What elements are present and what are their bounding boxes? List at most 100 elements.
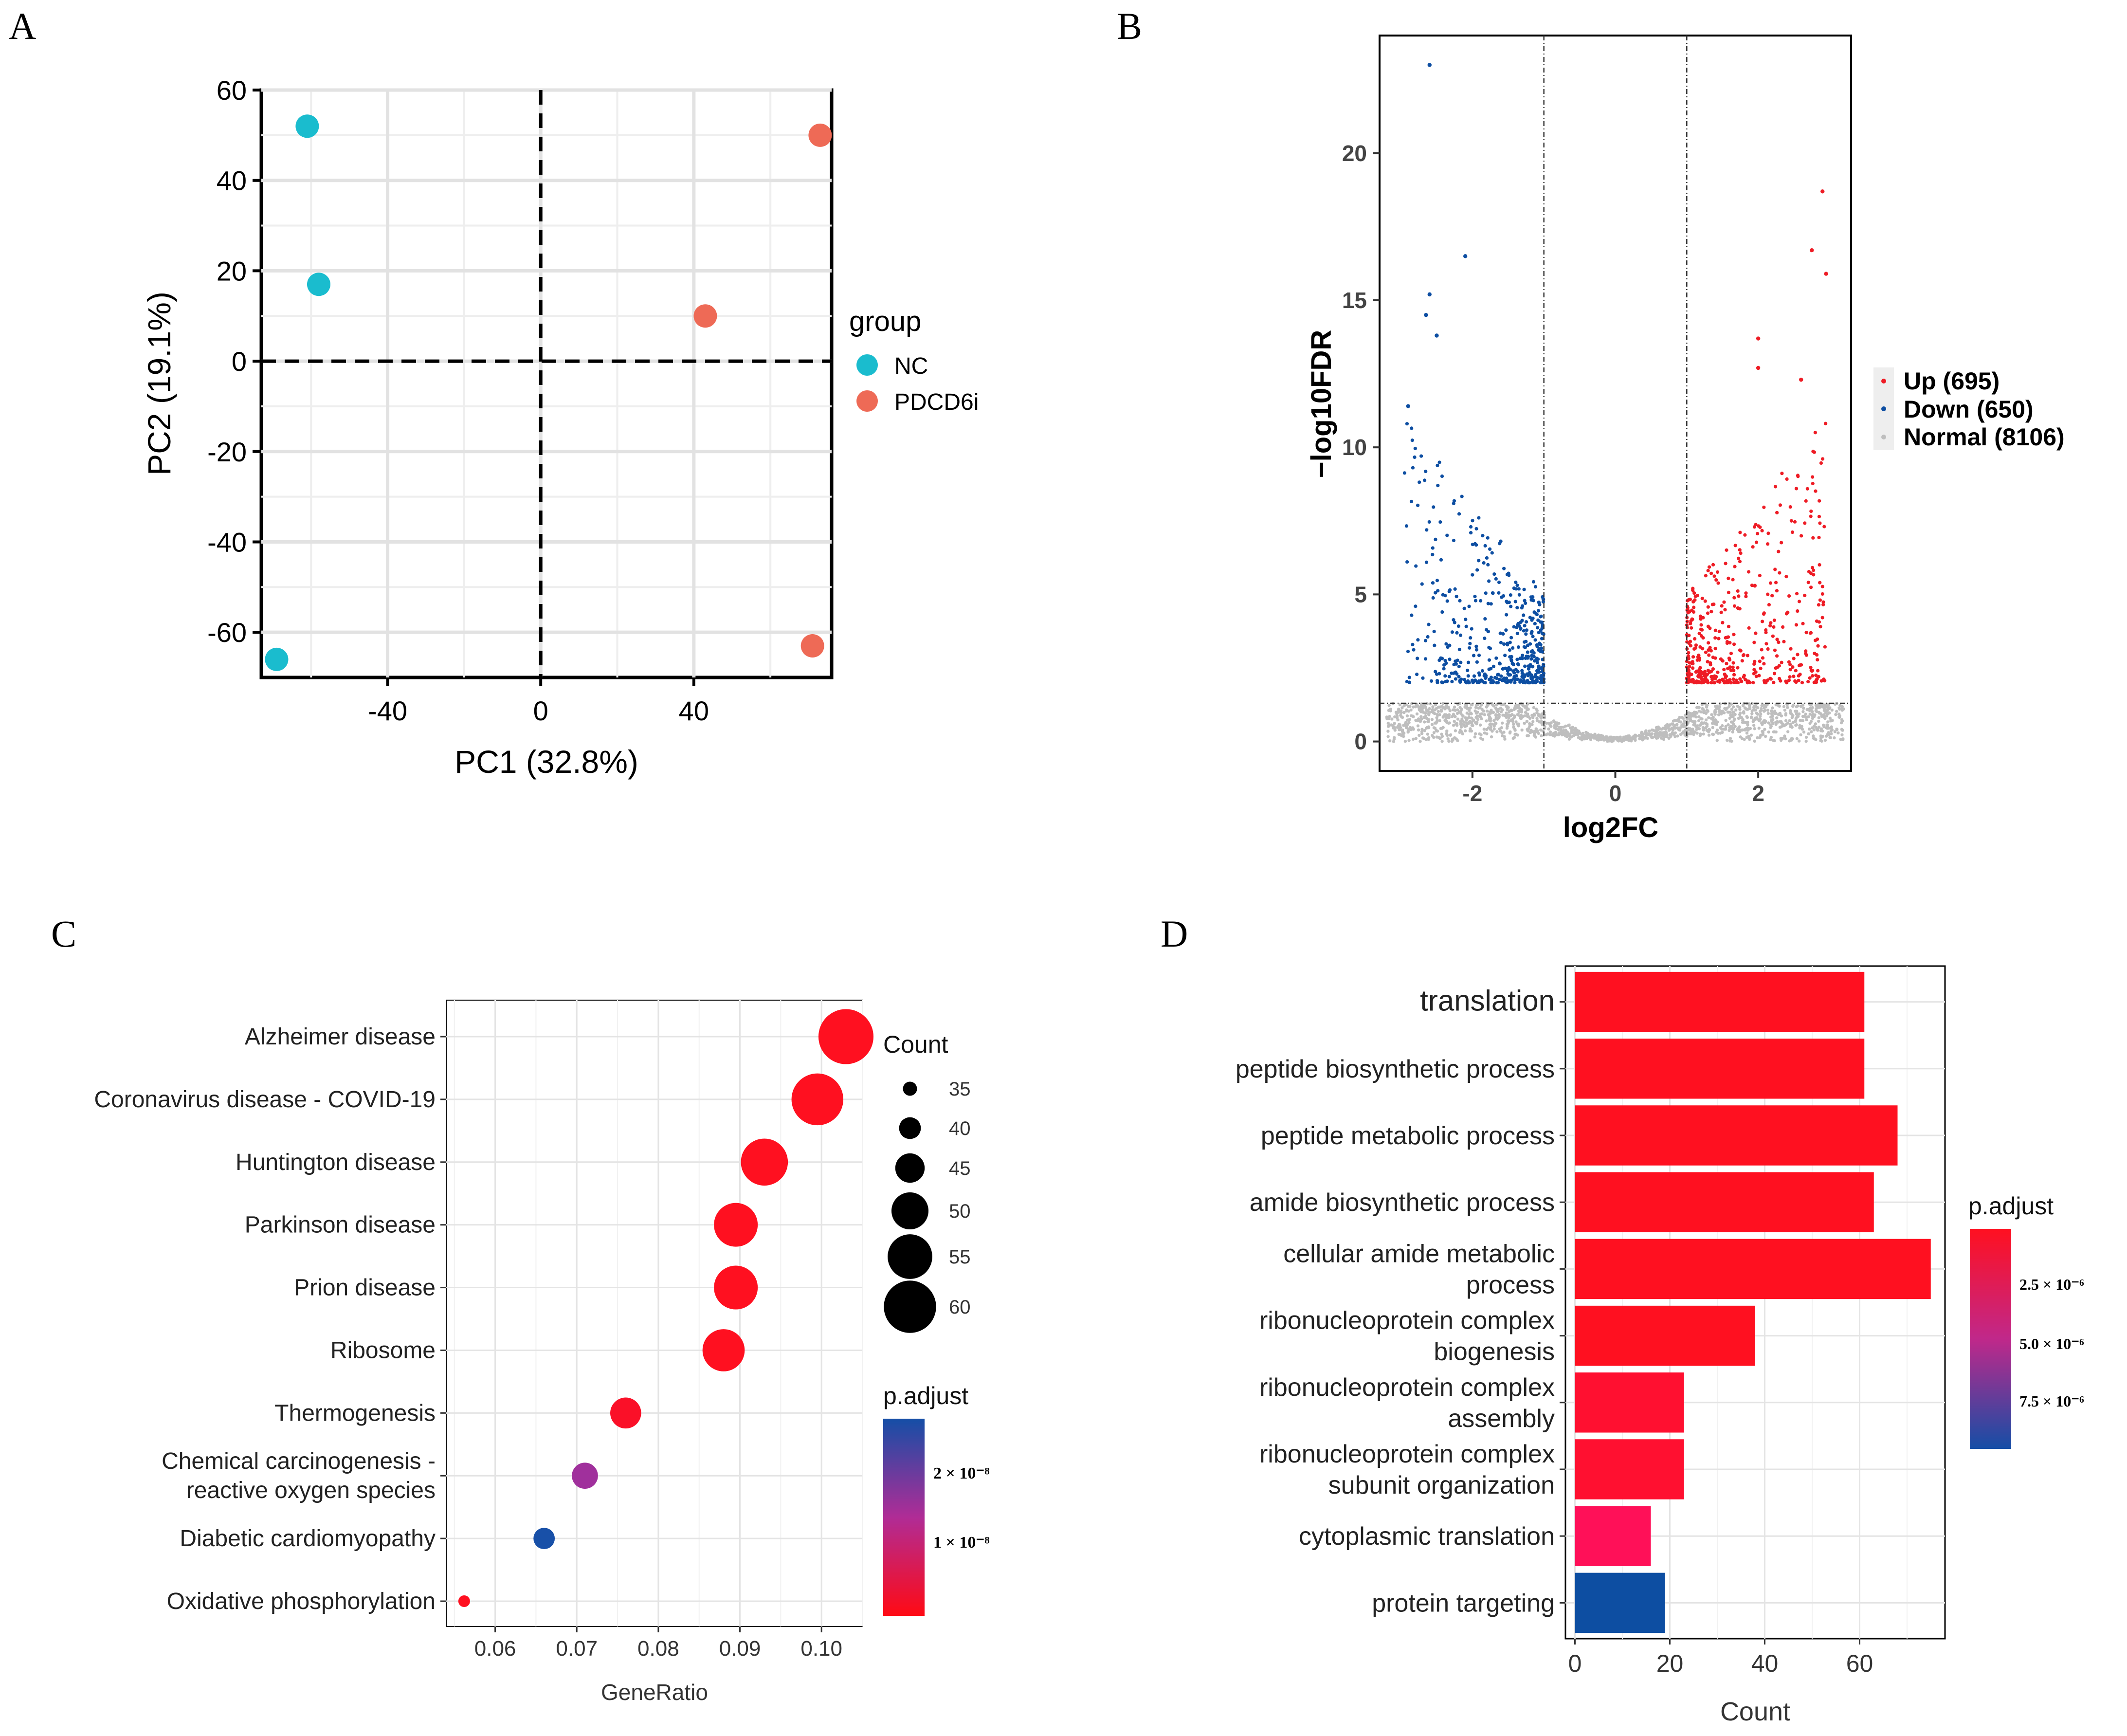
kegg-category-label: Coronavirus disease - COVID-19 (94, 1087, 436, 1113)
volcano-point-normal (1414, 737, 1418, 740)
volcano-point-normal (1469, 727, 1472, 731)
volcano-point-down (1512, 625, 1516, 629)
volcano-point-normal (1742, 711, 1745, 714)
volcano-point-normal (1655, 728, 1659, 731)
volcano-point-down (1536, 670, 1540, 674)
volcano-point-normal (1495, 730, 1499, 733)
volcano-point-down (1481, 534, 1485, 538)
volcano-point-up (1813, 651, 1817, 656)
volcano-point-normal (1732, 718, 1736, 722)
volcano-point-normal (1392, 726, 1396, 730)
kegg-size-legend-dot (891, 1192, 929, 1230)
volcano-point-down (1505, 641, 1509, 645)
volcano-point-down (1435, 579, 1439, 583)
volcano-point-normal (1431, 705, 1435, 709)
volcano-point-normal (1528, 722, 1531, 726)
volcano-point-normal (1552, 720, 1556, 723)
volcano-point-normal (1559, 728, 1563, 732)
pca-x-tick-label: 0 (533, 695, 548, 726)
volcano-point-normal (1702, 711, 1706, 714)
volcano-point-down (1406, 404, 1410, 408)
volcano-point-normal (1554, 731, 1557, 734)
volcano-point-up (1706, 660, 1709, 664)
volcano-point-down (1468, 646, 1472, 650)
volcano-point-down (1415, 672, 1419, 676)
volcano-point-normal (1443, 713, 1447, 716)
volcano-point-normal (1630, 738, 1634, 741)
volcano-point-normal (1728, 737, 1732, 740)
volcano-point-down (1515, 631, 1519, 636)
volcano-point-down (1535, 676, 1539, 679)
volcano-point-up (1811, 674, 1815, 678)
go-category-label: ribonucleoprotein complex biogenesis (1259, 1307, 1555, 1366)
go-category-label: peptide metabolic process (1261, 1122, 1555, 1150)
volcano-point-normal (1835, 710, 1838, 713)
volcano-point-down (1452, 538, 1456, 543)
volcano-point-up (1778, 676, 1782, 680)
volcano-point-normal (1439, 727, 1443, 731)
volcano-point-normal (1817, 725, 1821, 729)
volcano-point-normal (1711, 732, 1714, 736)
volcano-point-up (1743, 677, 1747, 681)
volcano-point-down (1423, 639, 1428, 642)
volcano-point-up (1814, 489, 1818, 493)
volcano-point-down (1529, 598, 1533, 602)
kegg-category-label-line: Oxidative phosphorylation (167, 1589, 436, 1614)
volcano-point-normal (1807, 715, 1810, 718)
volcano-point-down (1535, 660, 1539, 664)
volcano-point-normal (1480, 717, 1483, 720)
kegg-point (533, 1528, 555, 1550)
volcano-point-normal (1487, 726, 1491, 730)
volcano-point-down (1432, 629, 1436, 634)
volcano-point-up (1738, 530, 1742, 534)
volcano-point-up (1707, 641, 1710, 645)
volcano-point-down (1495, 676, 1499, 680)
volcano-point-up (1736, 589, 1740, 593)
kegg-x-tick-label: 0.06 (474, 1637, 516, 1661)
volcano-point-normal (1594, 736, 1598, 740)
volcano-point-up (1797, 674, 1800, 678)
volcano-point-normal (1677, 728, 1681, 731)
volcano-point-up (1789, 647, 1793, 651)
volcano-point-normal (1708, 728, 1711, 731)
volcano-point-down (1511, 662, 1515, 666)
volcano-point-up (1744, 594, 1748, 599)
volcano-point-normal (1701, 726, 1705, 730)
volcano-point-down (1440, 680, 1444, 684)
volcano-point-up (1774, 581, 1778, 585)
volcano-point-normal (1507, 706, 1510, 709)
volcano-point-normal (1462, 720, 1466, 724)
volcano-point-normal (1572, 729, 1576, 732)
go-x-tick-label: 60 (1846, 1650, 1873, 1677)
volcano-point-normal (1687, 711, 1691, 714)
volcano-point-normal (1470, 716, 1473, 720)
volcano-point-normal (1435, 721, 1438, 724)
volcano-point-normal (1840, 709, 1844, 712)
volcano-point-normal (1801, 710, 1805, 713)
panel-label-d: D (1161, 913, 1188, 955)
volcano-point-normal (1426, 720, 1430, 724)
volcano-point-down (1519, 626, 1523, 630)
volcano-point-up (1772, 672, 1777, 676)
volcano-point-normal (1790, 716, 1794, 719)
volcano-point-normal (1485, 709, 1489, 713)
volcano-point-up (1724, 636, 1727, 640)
volcano-point-down (1436, 484, 1440, 488)
kegg-category-label-line: Chemical carcinogenesis - (162, 1448, 436, 1474)
go-bars (1575, 971, 1931, 1633)
go-category-label-line: ribonucleoprotein complex (1259, 1307, 1555, 1335)
kegg-category-label: Chemical carcinogenesis - reactive oxygen… (162, 1448, 436, 1503)
volcano-point-up (1711, 655, 1715, 659)
volcano-point-down (1453, 587, 1457, 591)
volcano-point-down (1471, 573, 1474, 577)
volcano-point-normal (1739, 728, 1743, 732)
volcano-point-down (1528, 681, 1532, 685)
volcano-point-normal (1522, 704, 1526, 708)
volcano-point-normal (1752, 724, 1756, 727)
volcano-point-down (1505, 601, 1509, 604)
volcano-point-normal (1494, 706, 1497, 710)
volcano-point-up (1732, 596, 1736, 600)
volcano-point-normal (1841, 737, 1845, 741)
volcano-point-down (1520, 619, 1524, 622)
volcano-point-up (1797, 600, 1801, 603)
